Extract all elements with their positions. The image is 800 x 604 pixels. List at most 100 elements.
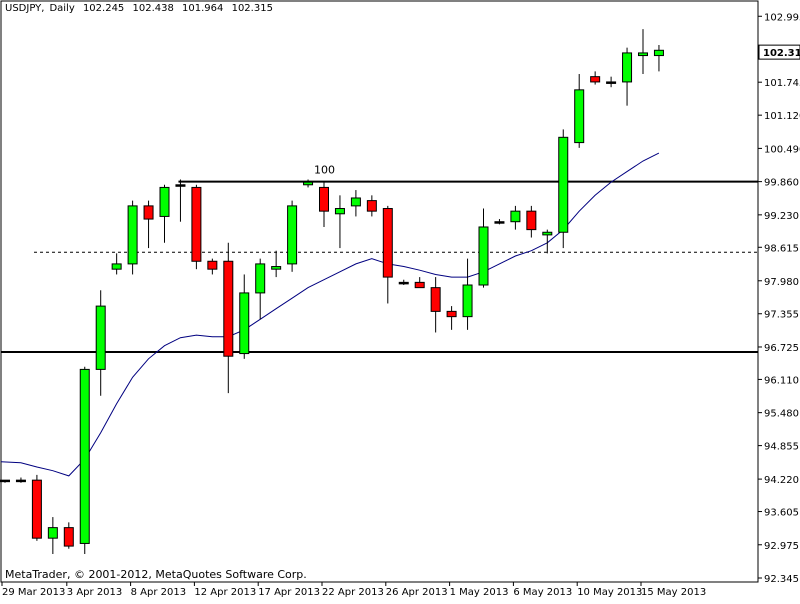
candle-body: [271, 266, 282, 270]
candle-body: [303, 181, 314, 186]
candle-body: [175, 184, 186, 187]
candle: [494, 219, 505, 225]
candle: [95, 290, 106, 396]
candle-body: [398, 281, 409, 285]
y-tick-label: 96.110: [764, 375, 799, 386]
candle-body: [462, 284, 473, 318]
candle: [111, 253, 122, 275]
candle-body: [127, 205, 138, 265]
y-tick-label: 101.120: [764, 111, 800, 122]
candle: [127, 200, 138, 275]
x-tick-label: 10 May 2013: [577, 587, 642, 598]
candle: [446, 306, 457, 330]
candle-body: [79, 368, 90, 544]
y-tick-label: 102.995: [764, 12, 800, 23]
candle-body: [350, 197, 361, 207]
candle: [175, 179, 186, 222]
x-tick-label: 3 Apr 2013: [67, 587, 122, 598]
time-axis: 29 Mar 2013 3 Apr 2013 8 Apr 2013 12 Apr 20…: [1, 582, 706, 598]
candle: [255, 258, 266, 320]
candle-body: [638, 52, 648, 57]
candle: [334, 195, 345, 249]
timeframe-label: Daily: [49, 3, 75, 14]
candle-body: [574, 89, 585, 144]
x-tick-label: 15 May 2013: [641, 587, 706, 598]
ohlc-open: 102.245: [82, 3, 125, 14]
candle: [207, 258, 218, 275]
y-tick-label: 92.975: [764, 541, 799, 552]
candle-body: [63, 527, 74, 547]
candle: [0, 479, 10, 483]
candle: [542, 229, 553, 254]
candle-body: [382, 208, 393, 278]
x-tick-label: 1 May 2013: [450, 587, 509, 598]
candle: [414, 277, 425, 289]
x-tick-label: 8 Apr 2013: [131, 587, 186, 598]
y-tick-label: 95.480: [764, 409, 799, 420]
chart-header: USDJPY, Daily 102.245 102.438 101.964 102…: [5, 3, 273, 14]
candle: [430, 277, 441, 333]
candles: [0, 29, 664, 555]
candle-body: [239, 292, 250, 355]
y-tick-label: 99.230: [764, 211, 799, 222]
candle: [366, 195, 377, 217]
candle: [350, 190, 361, 217]
candle: [143, 200, 154, 249]
candle: [622, 47, 633, 106]
candle-body: [414, 281, 425, 289]
moving-average: [0, 152, 660, 477]
candle: [590, 71, 601, 85]
candle: [223, 242, 234, 394]
y-tick-label: 101.745: [764, 78, 800, 89]
y-tick-label: 94.220: [764, 475, 799, 486]
candle: [638, 29, 648, 75]
candle-body: [191, 186, 202, 262]
moving-average-line: [0, 152, 660, 477]
candle: [271, 250, 282, 278]
y-tick-label: 96.725: [764, 343, 799, 354]
candle: [239, 274, 250, 359]
symbol-label: USDJPY: [5, 3, 42, 14]
candle-body: [653, 49, 664, 57]
candle-body: [47, 527, 58, 539]
x-tick-label: 17 Apr 2013: [258, 587, 320, 598]
candle-body: [622, 52, 633, 83]
candle-body: [334, 208, 345, 215]
copyright-text: MetaTrader, © 2001-2012, MetaQuotes Soft…: [5, 568, 307, 581]
x-tick-label: 26 Apr 2013: [386, 587, 448, 598]
y-tick-label: 100.490: [764, 144, 800, 155]
candle: [398, 279, 409, 286]
candle: [606, 76, 617, 88]
candle: [191, 184, 202, 270]
candle-body: [478, 226, 489, 286]
plot-frame: [0, 0, 759, 583]
candle: [510, 205, 521, 230]
x-tick-label: 6 May 2013: [513, 587, 572, 598]
x-tick-label: 29 Mar 2013: [2, 587, 65, 598]
candle: [287, 200, 298, 272]
candle-body: [606, 81, 617, 84]
candle-body: [319, 186, 329, 212]
candle-body: [366, 200, 377, 212]
candle-body: [207, 260, 218, 270]
candle: [478, 208, 489, 288]
candle-body: [558, 136, 569, 233]
y-tick-label: 99.860: [764, 178, 799, 189]
y-tick-label: 94.855: [764, 442, 799, 453]
candle-body: [494, 221, 505, 224]
candle: [159, 184, 170, 243]
current-price-label: 102.315: [763, 48, 800, 59]
y-tick-label: 98.615: [764, 243, 799, 254]
candle: [31, 474, 42, 541]
candle-body: [31, 479, 42, 539]
candle: [15, 477, 26, 483]
candle-body: [430, 287, 441, 312]
candle: [653, 45, 664, 72]
candle: [79, 366, 90, 555]
candle-body: [255, 263, 266, 294]
ohlc-low: 101.964: [182, 3, 224, 14]
candle-body: [95, 305, 106, 370]
x-tick-label: 22 Apr 2013: [322, 587, 384, 598]
